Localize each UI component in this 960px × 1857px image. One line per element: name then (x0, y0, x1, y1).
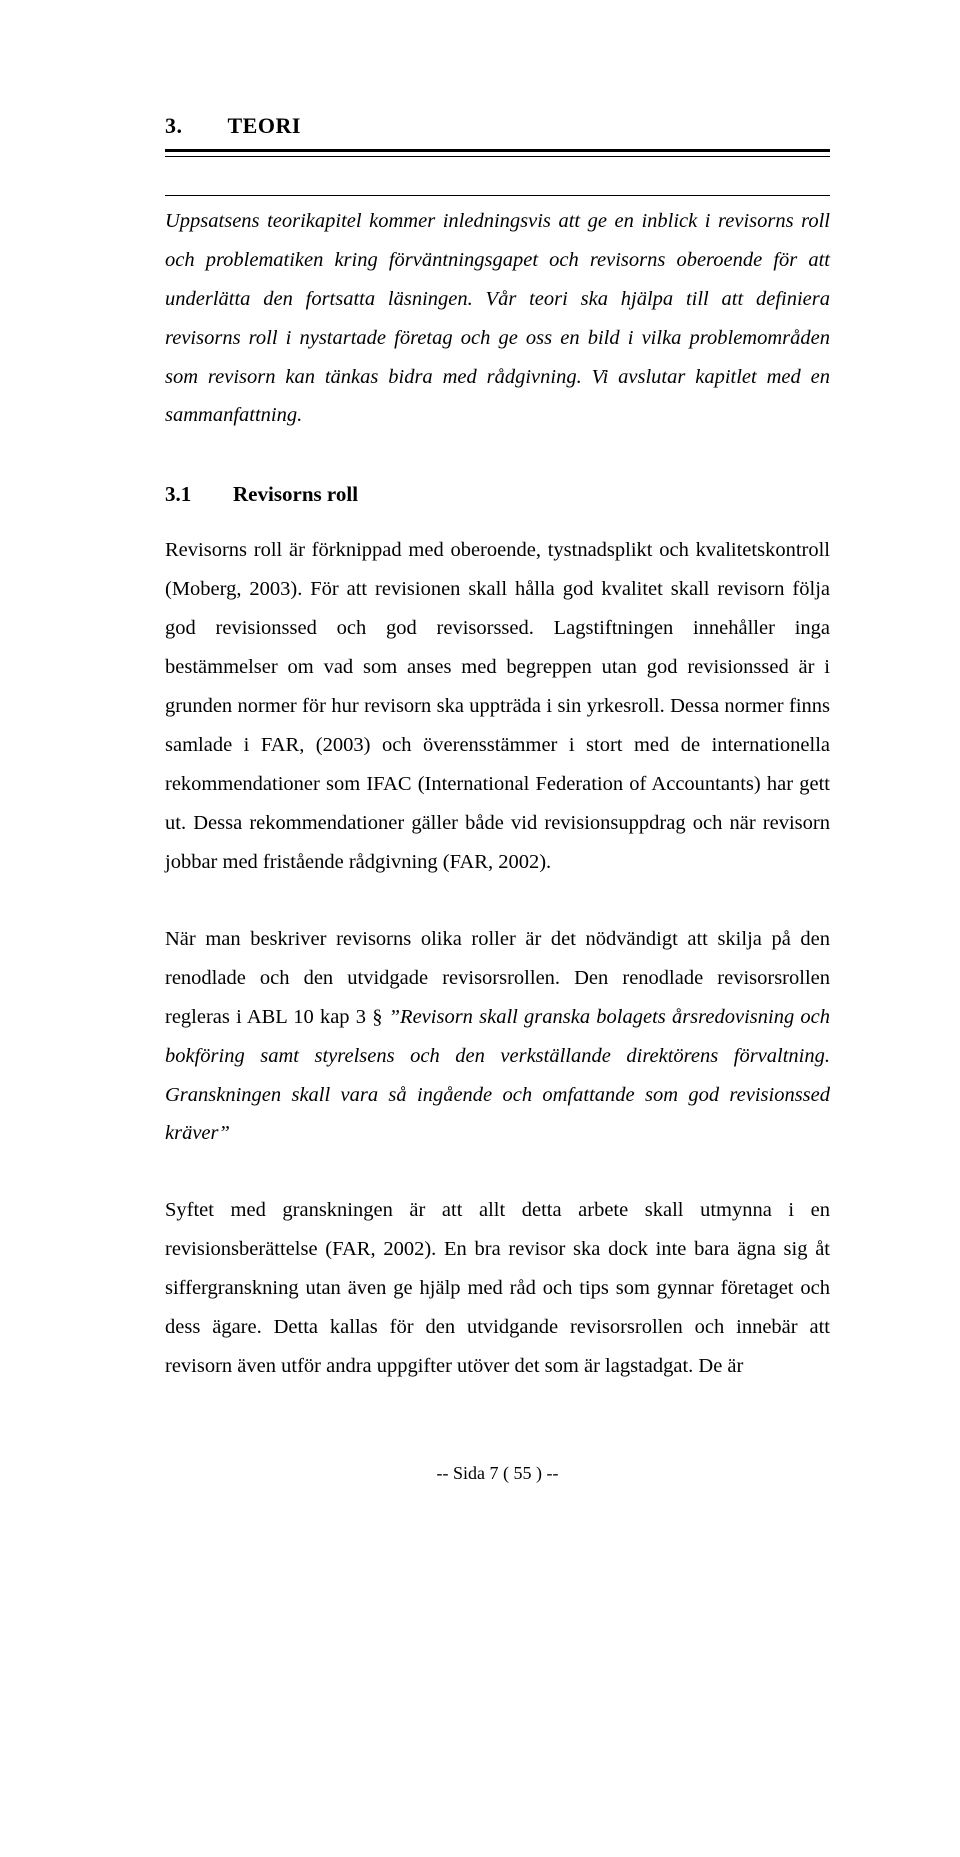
intro-top-rule (165, 195, 830, 196)
chapter-intro-paragraph: Uppsatsens teorikapitel kommer inledning… (165, 202, 830, 436)
heading-rule-thin (165, 156, 830, 157)
heading-rule-thick (165, 149, 830, 154)
body-paragraph-3: Syftet med granskningen är att allt dett… (165, 1191, 830, 1386)
section-title: Revisorns roll (233, 482, 358, 506)
body-paragraph-1: Revisorns roll är förknippad med oberoen… (165, 531, 830, 881)
chapter-heading: 3. TEORI (165, 105, 830, 147)
section-heading: 3.1Revisorns roll (165, 475, 830, 515)
document-page: 3. TEORI Uppsatsens teorikapitel kommer … (0, 0, 960, 1550)
page-footer: -- Sida 7 ( 55 ) -- (165, 1456, 830, 1490)
section-number: 3.1 (165, 475, 233, 515)
body-paragraph-2: När man beskriver revisorns olika roller… (165, 920, 830, 1154)
